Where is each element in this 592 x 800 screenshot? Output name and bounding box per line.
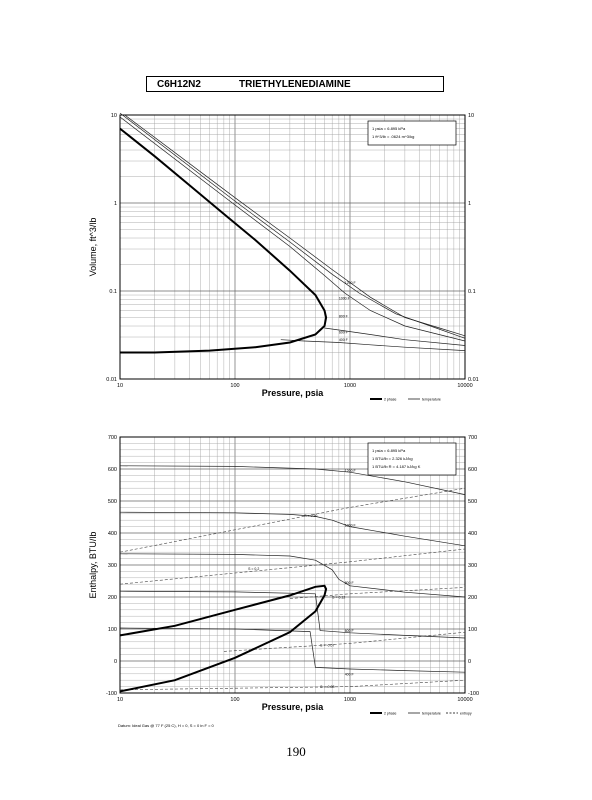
title-box: C6H12N2 TRIETHYLENEDIAMINE xyxy=(146,76,444,92)
isotherm-line xyxy=(324,327,466,346)
y-tick-label: 0.01 xyxy=(106,377,117,383)
volume-chart xyxy=(119,112,466,400)
y-tick-label-right: 0 xyxy=(468,659,471,665)
y-tick-label: 400 xyxy=(108,531,117,537)
isotherm-label: 800 F xyxy=(339,314,348,318)
isotherm-label: 1000 F xyxy=(339,297,350,301)
isotherm-label: 600 F xyxy=(345,629,354,633)
legend-label-two_phase: 2 phase xyxy=(384,712,397,716)
x-axis-label: Pressure, psia xyxy=(262,702,325,712)
legend-label-two_phase: 2 phase xyxy=(384,398,397,402)
isotherm-line xyxy=(119,553,466,598)
compound-name: TRIETHYLENEDIAMINE xyxy=(239,79,351,90)
isotherm-label: 600 F xyxy=(339,330,348,334)
y-tick-label-right: 0.1 xyxy=(468,289,476,295)
units-note: 1 BTU/lb = 2.326 kJ/kg xyxy=(372,456,413,461)
entropy-label: S = 0.12 xyxy=(332,596,345,600)
entropy-line xyxy=(119,487,466,553)
y-tick-label-right: 1 xyxy=(468,201,471,207)
y-tick-label: 200 xyxy=(108,595,117,601)
legend-label-temperature: temperature xyxy=(422,712,441,716)
isotherm-line xyxy=(119,112,466,339)
y-tick-label: 100 xyxy=(108,627,117,633)
isotherm-label: 1200 F xyxy=(345,469,356,473)
isotherm-line xyxy=(119,590,466,639)
x-tick-label: 10000 xyxy=(457,697,472,703)
entropy-line xyxy=(289,587,466,599)
isotherm-line xyxy=(119,116,466,342)
x-tick-label: 10000 xyxy=(457,383,472,389)
y-tick-label: 700 xyxy=(108,435,117,441)
isotherm-label: 400 F xyxy=(339,338,348,342)
y-tick-label-right: 700 xyxy=(468,435,477,441)
y-tick-label-right: 500 xyxy=(468,499,477,505)
isotherm-line xyxy=(119,511,466,547)
x-tick-label: 10 xyxy=(117,697,123,703)
y-axis-label: Volume, ft^3/lb xyxy=(88,218,98,277)
isotherm-label: 400 F xyxy=(345,672,354,676)
y-tick-label-right: 0.01 xyxy=(468,377,479,383)
isotherm-line xyxy=(124,114,466,337)
enthalpy-chart xyxy=(119,436,466,714)
datum-footnote: Datum: Ideal Gas @ 77 F (25 C), H = 0, S… xyxy=(118,723,214,728)
units-note: 1 ft^3/lb = .0624 m^3/kg xyxy=(372,134,414,139)
y-tick-label-right: 100 xyxy=(468,627,477,633)
y-tick-label: 0.1 xyxy=(109,289,117,295)
page-number: 190 xyxy=(286,744,306,759)
x-tick-label: 1000 xyxy=(344,697,356,703)
entropy-label: S = 0.30 xyxy=(304,514,317,518)
y-tick-label-right: 600 xyxy=(468,467,477,473)
x-axis-label: Pressure, psia xyxy=(262,388,325,398)
y-tick-label: -100 xyxy=(106,691,117,697)
units-note-box xyxy=(367,120,457,146)
x-tick-label: 100 xyxy=(230,697,239,703)
x-tick-label: 1000 xyxy=(344,383,356,389)
x-tick-label: 100 xyxy=(230,383,239,389)
y-tick-label: 1 xyxy=(114,201,117,207)
chemical-formula: C6H12N2 xyxy=(157,79,201,90)
y-axis-label: Enthalpy, BTU/lb xyxy=(88,532,98,599)
isotherm-label: 1200 F xyxy=(345,281,356,285)
isotherm-line xyxy=(280,339,466,351)
y-tick-label: 500 xyxy=(108,499,117,505)
units-note: 1 BTU/lb R = 4.187 kJ/kg K xyxy=(372,464,421,469)
y-tick-label-right: 400 xyxy=(468,531,477,537)
y-tick-label-right: 300 xyxy=(468,563,477,569)
isotherm-label: 1000 F xyxy=(345,524,356,528)
entropy-label: S = -0.07 xyxy=(320,644,334,648)
entropy-line xyxy=(119,548,466,585)
legend-label-entropy: entropy xyxy=(460,712,472,716)
y-tick-label: 10 xyxy=(111,113,117,119)
y-tick-label-right: -100 xyxy=(468,691,479,697)
units-note: 1 psia = 6.895 kPa xyxy=(372,126,406,131)
y-tick-label-right: 200 xyxy=(468,595,477,601)
entropy-label: S = 0.2 xyxy=(248,567,259,571)
isotherm-label: 800 F xyxy=(345,581,354,585)
entropy-line xyxy=(119,679,466,691)
units-note-box xyxy=(367,442,457,476)
y-tick-label: 0 xyxy=(114,659,117,665)
two-phase-curve xyxy=(119,584,328,693)
units-note: 1 psia = 6.895 kPa xyxy=(372,448,406,453)
two-phase-curve xyxy=(119,127,328,354)
isotherm-line xyxy=(119,465,466,495)
legend-label-temperature: temperature xyxy=(422,398,441,402)
x-tick-label: 10 xyxy=(117,383,123,389)
y-tick-label: 300 xyxy=(108,563,117,569)
entropy-line xyxy=(223,631,466,652)
y-tick-label: 600 xyxy=(108,467,117,473)
y-tick-label-right: 10 xyxy=(468,113,474,119)
volume-plot-frame xyxy=(119,114,466,380)
enthalpy-plot-frame xyxy=(119,436,466,694)
entropy-label: S = -0.08 xyxy=(320,685,334,689)
isotherm-line xyxy=(119,627,466,673)
